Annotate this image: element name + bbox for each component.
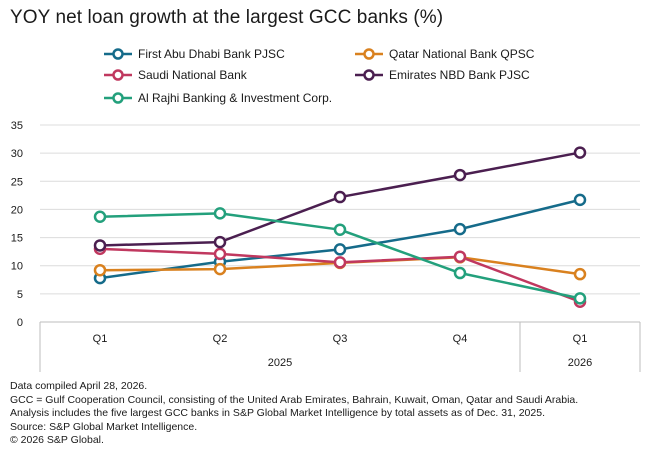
y-tick-label: 15 bbox=[11, 233, 23, 245]
data-point bbox=[573, 267, 587, 281]
y-tick-label: 0 bbox=[17, 317, 23, 329]
x-tick-label: Q1 bbox=[573, 333, 588, 345]
y-tick-label: 30 bbox=[11, 148, 23, 160]
y-tick-label: 25 bbox=[11, 176, 23, 188]
legend-item-al-rajhi: Al Rajhi Banking & Investment Corp. bbox=[104, 91, 332, 105]
x-group-label: 2026 bbox=[568, 357, 592, 369]
legend-label: Saudi National Bank bbox=[138, 68, 247, 82]
x-tick-label: Q3 bbox=[333, 333, 348, 345]
x-tick-label: Q4 bbox=[453, 333, 468, 345]
y-tick-label: 35 bbox=[11, 120, 23, 132]
legend-marker-icon bbox=[355, 48, 383, 60]
data-point bbox=[93, 239, 107, 252]
legend-item-first-abu-dhabi: First Abu Dhabi Bank PJSC bbox=[104, 47, 285, 61]
footnote-line: GCC = Gulf Cooperation Council, consisti… bbox=[10, 393, 579, 406]
legend-marker-icon bbox=[104, 48, 132, 60]
footnote-line: Data compiled April 28, 2026. bbox=[10, 380, 148, 392]
footnote-line: Analysis includes the five largest GCC b… bbox=[10, 407, 545, 420]
data-point bbox=[333, 256, 347, 269]
y-tick-label: 5 bbox=[17, 289, 23, 301]
legend-marker-icon bbox=[355, 69, 383, 81]
data-point bbox=[333, 223, 347, 236]
y-tick-label: 10 bbox=[11, 261, 23, 273]
data-point bbox=[213, 247, 227, 261]
legend-label: First Abu Dhabi Bank PJSC bbox=[138, 47, 285, 61]
data-point bbox=[573, 193, 587, 207]
data-point bbox=[213, 207, 227, 220]
legend-item-qatar-national: Qatar National Bank QPSC bbox=[355, 47, 534, 61]
data-point bbox=[333, 243, 347, 256]
data-point bbox=[573, 292, 587, 305]
data-point bbox=[453, 168, 467, 182]
x-tick-label: Q1 bbox=[93, 333, 108, 345]
footnotes: Data compiled April 28, 2026. GCC = Gulf… bbox=[10, 380, 578, 448]
legend-label: Qatar National Bank QPSC bbox=[389, 47, 535, 61]
chart-title: YOY net loan growth at the largest GCC b… bbox=[10, 7, 444, 28]
data-point bbox=[453, 250, 467, 263]
data-point bbox=[93, 210, 107, 223]
legend-label: Emirates NBD Bank PJSC bbox=[389, 68, 530, 82]
data-point bbox=[453, 266, 467, 280]
data-point bbox=[573, 146, 587, 159]
data-point bbox=[333, 190, 347, 204]
x-group-label: 2025 bbox=[268, 357, 292, 369]
x-tick-label: Q2 bbox=[213, 333, 228, 345]
data-point bbox=[213, 235, 227, 249]
legend-label: Al Rajhi Banking & Investment Corp. bbox=[138, 91, 333, 105]
legend-marker-icon bbox=[104, 69, 132, 81]
legend-item-saudi-national: Saudi National Bank bbox=[104, 68, 247, 82]
data-point bbox=[93, 263, 107, 277]
legend-item-emirates-nbd: Emirates NBD Bank PJSC bbox=[355, 68, 530, 82]
footnote-line: Source: S&P Global Market Intelligence. bbox=[10, 420, 198, 433]
footnote-line: © 2026 S&P Global. bbox=[10, 434, 104, 447]
legend-marker-icon bbox=[104, 92, 132, 104]
data-point bbox=[213, 262, 227, 276]
y-tick-label: 20 bbox=[11, 204, 23, 216]
legend: First Abu Dhabi Bank PJSC Qatar National… bbox=[0, 0, 660, 110]
data-point bbox=[453, 222, 467, 236]
